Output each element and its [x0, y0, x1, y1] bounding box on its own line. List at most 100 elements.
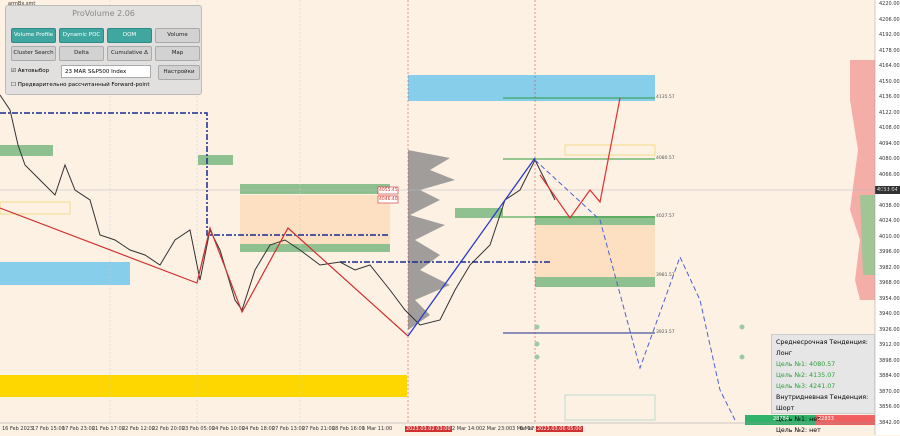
marker-box	[377, 186, 399, 195]
price-label: 3912.00	[879, 342, 900, 348]
marker: 4055.45	[379, 188, 398, 193]
zone	[0, 201, 71, 215]
zone	[455, 208, 503, 218]
price-label: 3842.00	[879, 419, 900, 426]
time-label: 17 Feb 15:00	[32, 426, 65, 432]
tool-button[interactable]: Cluster Search	[11, 46, 56, 61]
symbol: armBx.smt	[8, 1, 36, 7]
level-label: 4027.57	[656, 214, 675, 219]
time-label: 2023.03.02 03:00	[405, 426, 452, 432]
settings-button[interactable]: Настройки	[158, 65, 200, 80]
time-label: 23 Feb 05:00	[182, 426, 215, 432]
price-label: 4136.00	[879, 94, 900, 100]
trend-line	[407, 157, 536, 337]
price-label: 3884.00	[879, 373, 900, 379]
control-panel: ProVolume 2.06 Volume Profile Dynamic POC…	[5, 5, 202, 95]
time-label: 24 Feb 18:00	[242, 426, 275, 432]
price-line	[0, 94, 556, 326]
level-label: 3981.57	[656, 273, 675, 278]
price-label: 4108.00	[879, 125, 900, 131]
volume-buy: 28784	[773, 416, 789, 422]
volume-bar	[815, 415, 875, 425]
price-label: 3898.00	[879, 357, 900, 364]
zone	[535, 216, 655, 225]
price-label: 3870.00	[879, 388, 900, 395]
price-label: 3996.00	[879, 249, 900, 255]
price-label: 4080.00	[879, 156, 900, 162]
price-label: 3982.00	[879, 264, 900, 271]
level-label: 4135.57	[656, 95, 675, 100]
info-text: Цель №3: 4241.07	[776, 383, 836, 390]
price-label: 3940.00	[879, 311, 900, 317]
time-label: 22 Feb 20:00	[152, 426, 185, 432]
instrument-select[interactable]: 23 MAR S&P500 Index	[61, 65, 151, 78]
level-label: 3923.57	[656, 330, 675, 335]
zone	[240, 184, 390, 194]
price-label: 4192.00	[879, 32, 900, 38]
time-label: 1 Mar 11:00	[362, 426, 393, 432]
trend-line	[0, 207, 409, 337]
tool-button[interactable]: Volume Profile	[11, 28, 56, 43]
time-label: 22 Feb 12:00	[122, 426, 155, 432]
current-price-box	[875, 186, 900, 194]
auto-select[interactable]: ☑ Автовыбор	[11, 68, 50, 74]
price-label: 4052.00	[879, 187, 900, 193]
tool-button[interactable]: Volume	[155, 28, 200, 43]
price-label: 4150.00	[879, 78, 900, 85]
time-label: 16 Feb 2023	[2, 426, 34, 432]
price-label: 3968.00	[879, 280, 900, 286]
info-text: Цель №2: нет	[776, 427, 821, 434]
price-label: 4206.00	[879, 16, 900, 23]
price-label: 4164.00	[879, 63, 900, 69]
forward-point[interactable]: ☐ Предварительно рассчитанный Forward-po…	[11, 82, 150, 88]
price-label: 3856.00	[879, 404, 900, 410]
panel-title: ProVolume 2.06	[72, 9, 135, 18]
time-label: 28 Feb 16:00	[332, 426, 365, 432]
time-label: 6 Mar	[520, 426, 535, 432]
label: Автовыбор	[17, 68, 50, 74]
price-label: 4094.00	[879, 140, 900, 147]
volume-sell: 22833	[818, 416, 834, 422]
time-label: 2023.03.06 05:00	[536, 426, 583, 432]
volume-profile	[408, 150, 455, 330]
price-label: 4178.00	[879, 47, 900, 54]
tool-button[interactable]: Delta	[59, 46, 104, 61]
marker-box	[377, 195, 399, 204]
current-price: 4053.04	[877, 187, 898, 193]
time-label: 3 Mar 17:00	[512, 426, 543, 432]
marker: 4046.40	[379, 197, 398, 202]
tool-button[interactable]: Map	[155, 46, 200, 61]
price-label: 4038.00	[879, 202, 900, 209]
zone	[408, 75, 655, 101]
time-label: 2 Mar 23:00	[482, 426, 513, 432]
price-label: 4010.00	[879, 233, 900, 240]
tool-button[interactable]: Dynamic POC	[59, 28, 104, 43]
zone	[240, 244, 390, 252]
zone	[198, 155, 233, 165]
volume-bar	[745, 415, 815, 425]
zone	[564, 394, 656, 421]
label: Предварительно рассчитанный Forward-poin…	[17, 82, 150, 88]
dashdot-line	[0, 112, 390, 236]
zone	[0, 145, 53, 156]
info-text: Цель №2: 4135.07	[776, 372, 836, 379]
info-text: Цель №1: 4080.57	[776, 361, 836, 368]
info-text: Цель №1: нет	[776, 416, 821, 423]
price-label: 3926.00	[879, 326, 900, 333]
price-label: 4024.00	[879, 218, 900, 224]
forecast-line	[534, 159, 736, 421]
zone	[0, 375, 407, 397]
tool-button[interactable]: DOM	[107, 28, 152, 43]
info-box: Среднесрочная Тенденция: Лонг Цель №1: 4…	[771, 334, 875, 434]
axis-bg	[875, 0, 900, 435]
level-label: 4080.57	[656, 156, 675, 161]
time-label: 27 Feb 21:00	[302, 426, 335, 432]
price-label: 4122.00	[879, 109, 900, 116]
price-label: 4066.00	[879, 171, 900, 178]
zone	[240, 195, 390, 250]
forecast-line	[539, 97, 621, 220]
volume-histogram	[860, 195, 875, 275]
time-label: 17 Feb 23:00	[62, 426, 95, 432]
info-text: Среднесрочная Тенденция: Лонг	[776, 339, 868, 357]
tool-button[interactable]: Cumulative Δ	[107, 46, 152, 61]
